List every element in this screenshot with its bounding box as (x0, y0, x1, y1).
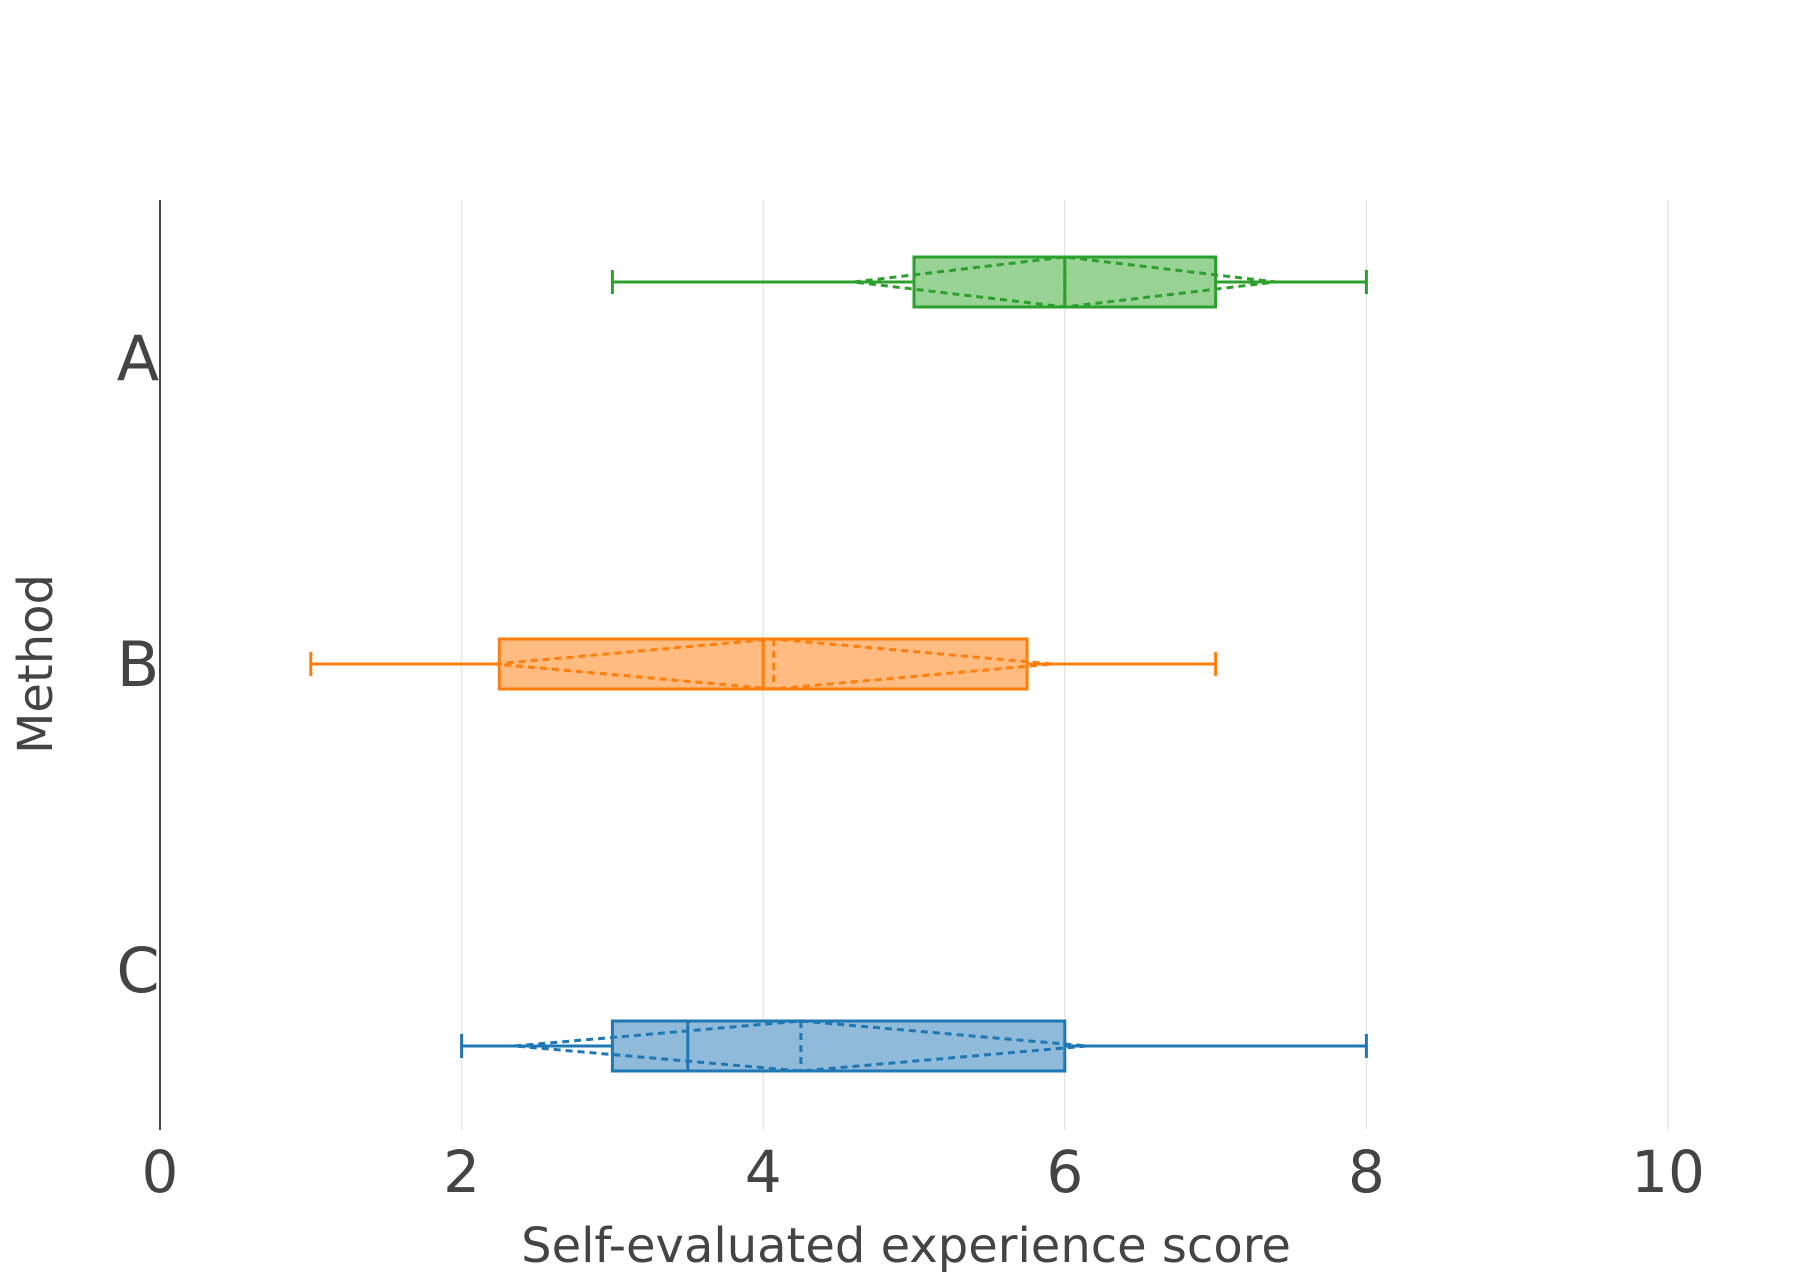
box-C (460, 1019, 1368, 1073)
box-traces (309, 255, 1368, 1073)
x-tick-label-4: 4 (745, 1138, 782, 1206)
x-axis-title: Self-evaluated experience score (521, 1218, 1291, 1274)
box-B (309, 637, 1218, 691)
y-axis-title: Method (8, 574, 64, 754)
mean-sd-diamond-A (853, 255, 1277, 309)
mean-sd-diamond-B (494, 637, 1053, 691)
y-category-label-A: A (117, 322, 159, 395)
x-tick-label-0: 0 (142, 1138, 179, 1206)
y-category-label-B: B (117, 628, 160, 701)
x-tick-label-8: 8 (1348, 1138, 1385, 1206)
x-tick-label-10: 10 (1631, 1138, 1705, 1206)
box-A (610, 255, 1368, 309)
y-category-label-C: C (116, 934, 159, 1007)
y-axis-categories: A B C (116, 322, 159, 1007)
box-rect-C (610, 1019, 1067, 1073)
x-axis-ticks: 0 2 4 6 8 10 (142, 1138, 1705, 1206)
x-tick-label-6: 6 (1046, 1138, 1083, 1206)
x-tick-label-2: 2 (443, 1138, 480, 1206)
